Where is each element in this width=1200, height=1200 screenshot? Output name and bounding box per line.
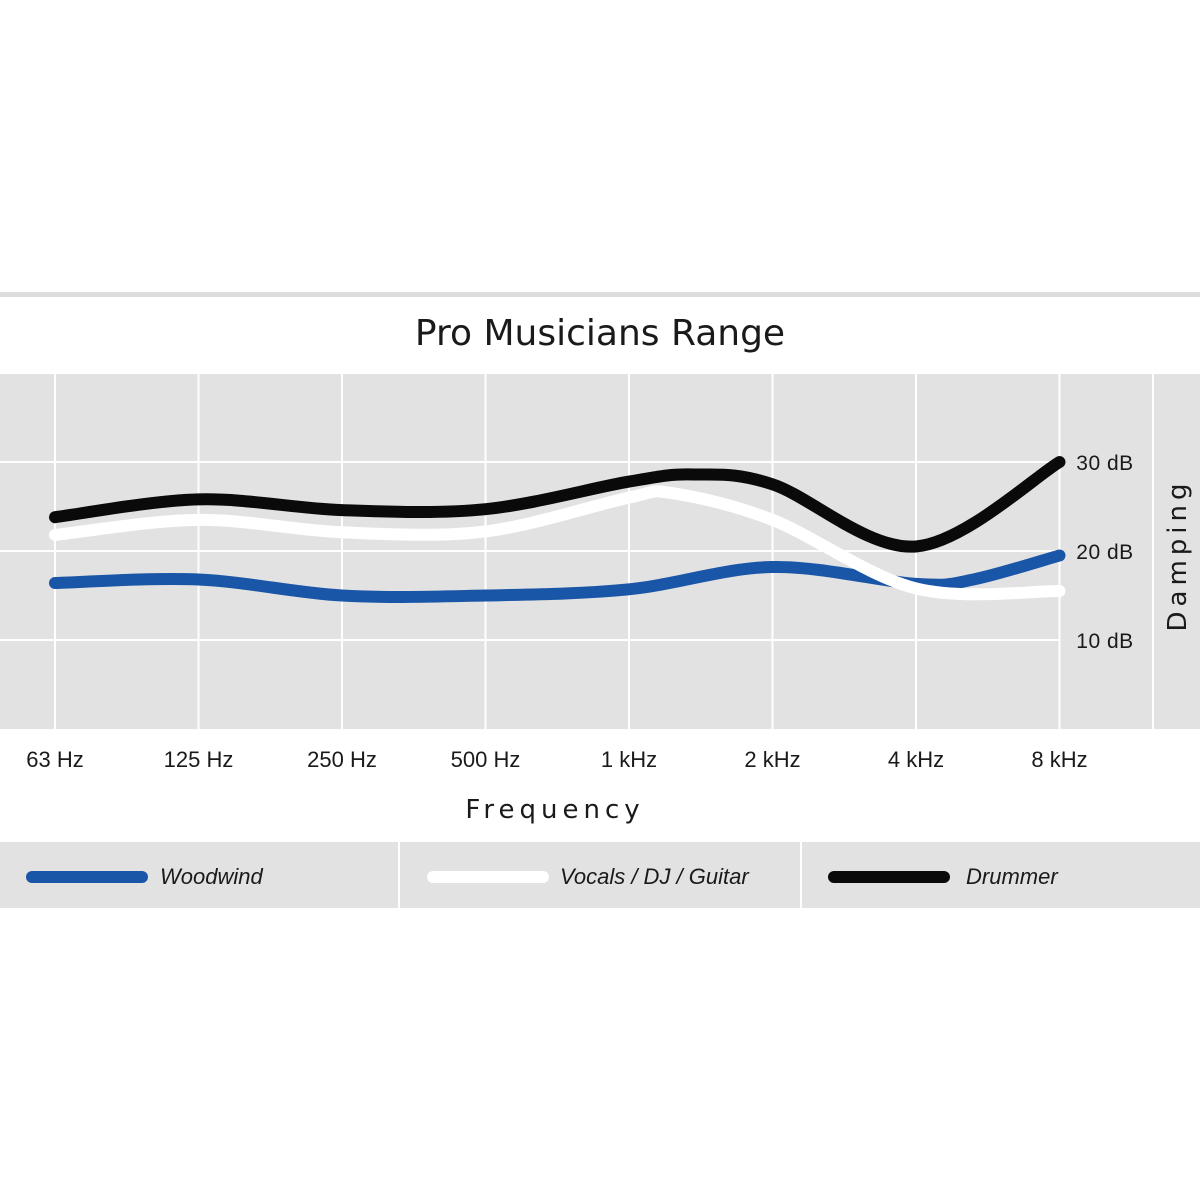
x-tick-label: 250 Hz	[307, 747, 377, 772]
x-tick-labels: 63 Hz 125 Hz 250 Hz 500 Hz 1 kHz 2 kHz 4 kHz 8 …	[26, 747, 1087, 772]
series-line-drummer	[49, 456, 1066, 553]
x-tick-label: 4 kHz	[888, 747, 944, 772]
x-tick-label: 63 Hz	[26, 747, 83, 772]
series-lines	[49, 456, 1066, 603]
y-axis-label: Damping	[1163, 479, 1193, 632]
legend: Woodwind Vocals / DJ / Guitar Drummer	[26, 864, 1059, 889]
x-tick-label: 500 Hz	[451, 747, 521, 772]
x-tick-label: 125 Hz	[164, 747, 234, 772]
y-tick-label: 30 dB	[1076, 452, 1133, 475]
series-line-vocals-dj-guitar	[49, 485, 1066, 601]
x-tick-label: 2 kHz	[744, 747, 800, 772]
y-tick-label: 20 dB	[1076, 541, 1133, 564]
y-tick-label: 10 dB	[1076, 630, 1133, 653]
x-axis-label: Frequency	[465, 795, 644, 825]
chart-title: Pro Musicians Range	[415, 313, 785, 354]
legend-label-drummer: Drummer	[966, 864, 1059, 889]
legend-label-vocals-dj-guitar: Vocals / DJ / Guitar	[560, 864, 750, 889]
legend-label-woodwind: Woodwind	[160, 864, 263, 889]
top-divider	[0, 292, 1200, 297]
series-line-woodwind	[49, 549, 1066, 603]
x-tick-label: 1 kHz	[601, 747, 657, 772]
legend-background	[0, 842, 1200, 908]
x-tick-label: 8 kHz	[1031, 747, 1087, 772]
grid	[0, 374, 1154, 729]
y-tick-labels: 30 dB 20 dB 10 dB	[1076, 452, 1133, 653]
